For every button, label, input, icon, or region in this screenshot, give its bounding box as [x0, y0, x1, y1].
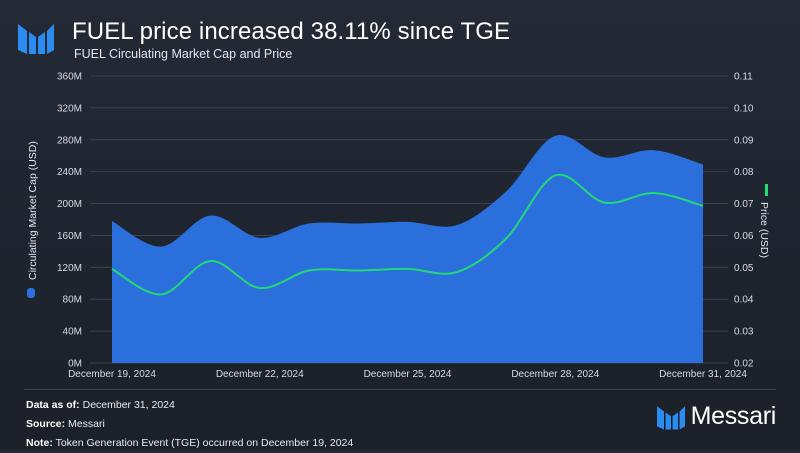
- right-tick-label: 0.04: [734, 295, 754, 306]
- price-legend-swatch: [765, 184, 768, 196]
- x-tick-label: December 19, 2024: [68, 369, 156, 380]
- right-tick-label: 0.07: [734, 199, 754, 210]
- left-tick-label: 160M: [57, 231, 82, 242]
- right-tick-label: 0.06: [734, 231, 754, 242]
- x-tick-label: December 28, 2024: [511, 369, 599, 380]
- right-tick-label: 0.11: [734, 72, 753, 83]
- left-tick-label: 360M: [57, 72, 82, 83]
- x-tick-label: December 25, 2024: [364, 369, 452, 380]
- chart: 0M 40M 80M 120M 160M 200M 240M 280M 320M 360M 0.0…: [27, 72, 770, 380]
- footer-source: Source: Messari: [26, 418, 105, 430]
- brand: Messari: [656, 402, 777, 431]
- left-axis-ticks: 0M 40M 80M 120M 160M 200M 240M 280M 320M 360M: [57, 72, 82, 370]
- left-tick-label: 200M: [57, 199, 82, 210]
- right-tick-label: 0.03: [734, 327, 754, 338]
- footer-divider: [24, 389, 776, 390]
- right-tick-label: 0.02: [734, 359, 754, 370]
- market-cap-legend-swatch: [27, 288, 35, 298]
- brand-name: Messari: [690, 402, 777, 430]
- messari-brand-icon: [656, 405, 685, 429]
- left-tick-label: 40M: [63, 327, 82, 338]
- right-tick-label: 0.09: [734, 135, 754, 146]
- messari-logo-icon: [18, 24, 54, 54]
- footer-notes: Data as of: December 31, 2024 Source: Me…: [26, 396, 353, 453]
- right-tick-label: 0.08: [734, 167, 754, 178]
- chart-title: FUEL price increased 38.11% since TGE: [72, 18, 511, 45]
- right-axis-ticks: 0.02 0.03 0.04 0.05 0.06 0.07 0.08 0.09 0.10 0.11: [734, 72, 754, 370]
- right-axis-label: Price (USD): [758, 202, 770, 258]
- left-tick-label: 320M: [57, 103, 82, 114]
- right-tick-label: 0.10: [734, 103, 754, 114]
- left-tick-label: 0M: [68, 359, 82, 370]
- x-tick-label: December 31, 2024: [659, 369, 747, 380]
- market-cap-area: [112, 134, 703, 363]
- footer-note: Note: Token Generation Event (TGE) occur…: [26, 437, 354, 449]
- left-tick-label: 80M: [63, 295, 82, 306]
- x-axis-ticks: December 19, 2024 December 22, 2024 Decemb…: [68, 369, 747, 380]
- x-tick-label: December 22, 2024: [216, 369, 304, 380]
- left-axis-label: Circulating Market Cap (USD): [27, 141, 39, 280]
- footer-data-as-of: Data as of: December 31, 2024: [26, 399, 175, 411]
- right-tick-label: 0.05: [734, 263, 754, 274]
- price-line: [111, 173, 704, 296]
- left-tick-label: 120M: [57, 263, 82, 274]
- left-tick-label: 240M: [57, 167, 82, 178]
- left-tick-label: 280M: [57, 135, 82, 146]
- chart-subtitle: FUEL Circulating Market Cap and Price: [74, 47, 293, 61]
